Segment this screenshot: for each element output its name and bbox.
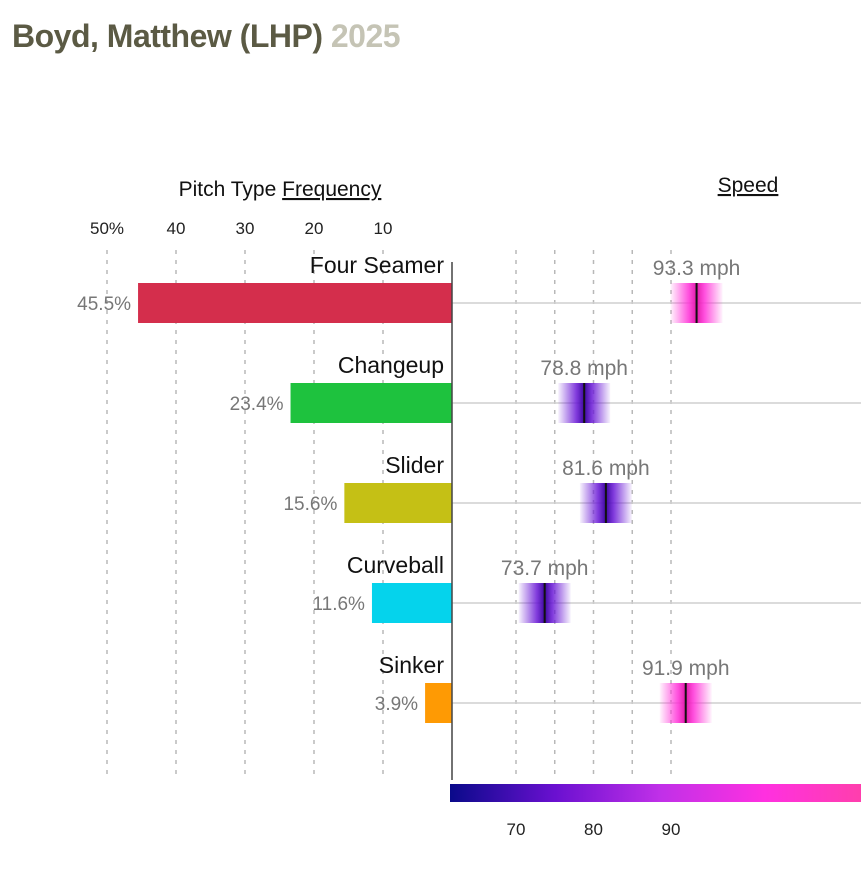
pitch-name-label: Slider: [385, 452, 444, 478]
pitch-name-label: Four Seamer: [310, 252, 445, 278]
player-name: Boyd, Matthew (LHP): [12, 18, 323, 54]
pitch-row: Changeup 23.4% 78.8 mph: [230, 352, 861, 423]
speed-tick-label: 90: [662, 820, 681, 839]
pitch-row: Four Seamer 45.5% 93.3 mph: [77, 252, 861, 323]
speed-value-label: 78.8 mph: [540, 357, 628, 380]
page-title: Boyd, Matthew (LHP) 2025: [12, 18, 401, 55]
speed-value-label: 91.9 mph: [642, 657, 730, 680]
speed-value-label: 73.7 mph: [501, 557, 589, 580]
frequency-value-label: 3.9%: [375, 694, 418, 715]
speed-title[interactable]: Speed: [718, 174, 779, 197]
frequency-tick-label: 10: [374, 219, 393, 238]
frequency-bar: [138, 283, 453, 323]
speed-colorbar: [450, 784, 861, 802]
speed-value-label: 93.3 mph: [653, 257, 741, 280]
speed-value-label: 81.6 mph: [562, 457, 650, 480]
frequency-tick-label: 20: [305, 219, 324, 238]
speed-tick-label: 70: [507, 820, 526, 839]
season-year: 2025: [330, 18, 401, 54]
frequency-tick-label: 50%: [90, 219, 124, 238]
pitch-row: Slider 15.6% 81.6 mph: [283, 452, 861, 523]
frequency-value-label: 15.6%: [283, 494, 337, 515]
frequency-value-label: 45.5%: [77, 294, 131, 315]
frequency-tick-label: 40: [167, 219, 186, 238]
pitch-row: Curveball 11.6% 73.7 mph: [312, 552, 861, 623]
speed-tick-label: 80: [584, 820, 603, 839]
frequency-title-link[interactable]: Frequency: [282, 178, 382, 201]
frequency-tick-label: 30: [236, 219, 255, 238]
pitch-row: Sinker 3.9% 91.9 mph: [375, 652, 861, 723]
pitch-name-label: Curveball: [347, 552, 444, 578]
frequency-title-prefix: Pitch Type: [179, 178, 283, 201]
frequency-bar: [344, 483, 452, 523]
frequency-bar: [290, 383, 452, 423]
frequency-title: Pitch Type Frequency: [179, 178, 382, 201]
frequency-value-label: 11.6%: [312, 594, 365, 615]
pitch-name-label: Changeup: [338, 352, 444, 378]
frequency-value-label: 23.4%: [230, 394, 284, 415]
frequency-bar: [425, 683, 452, 723]
pitch-name-label: Sinker: [379, 652, 445, 678]
frequency-bar: [371, 583, 452, 623]
